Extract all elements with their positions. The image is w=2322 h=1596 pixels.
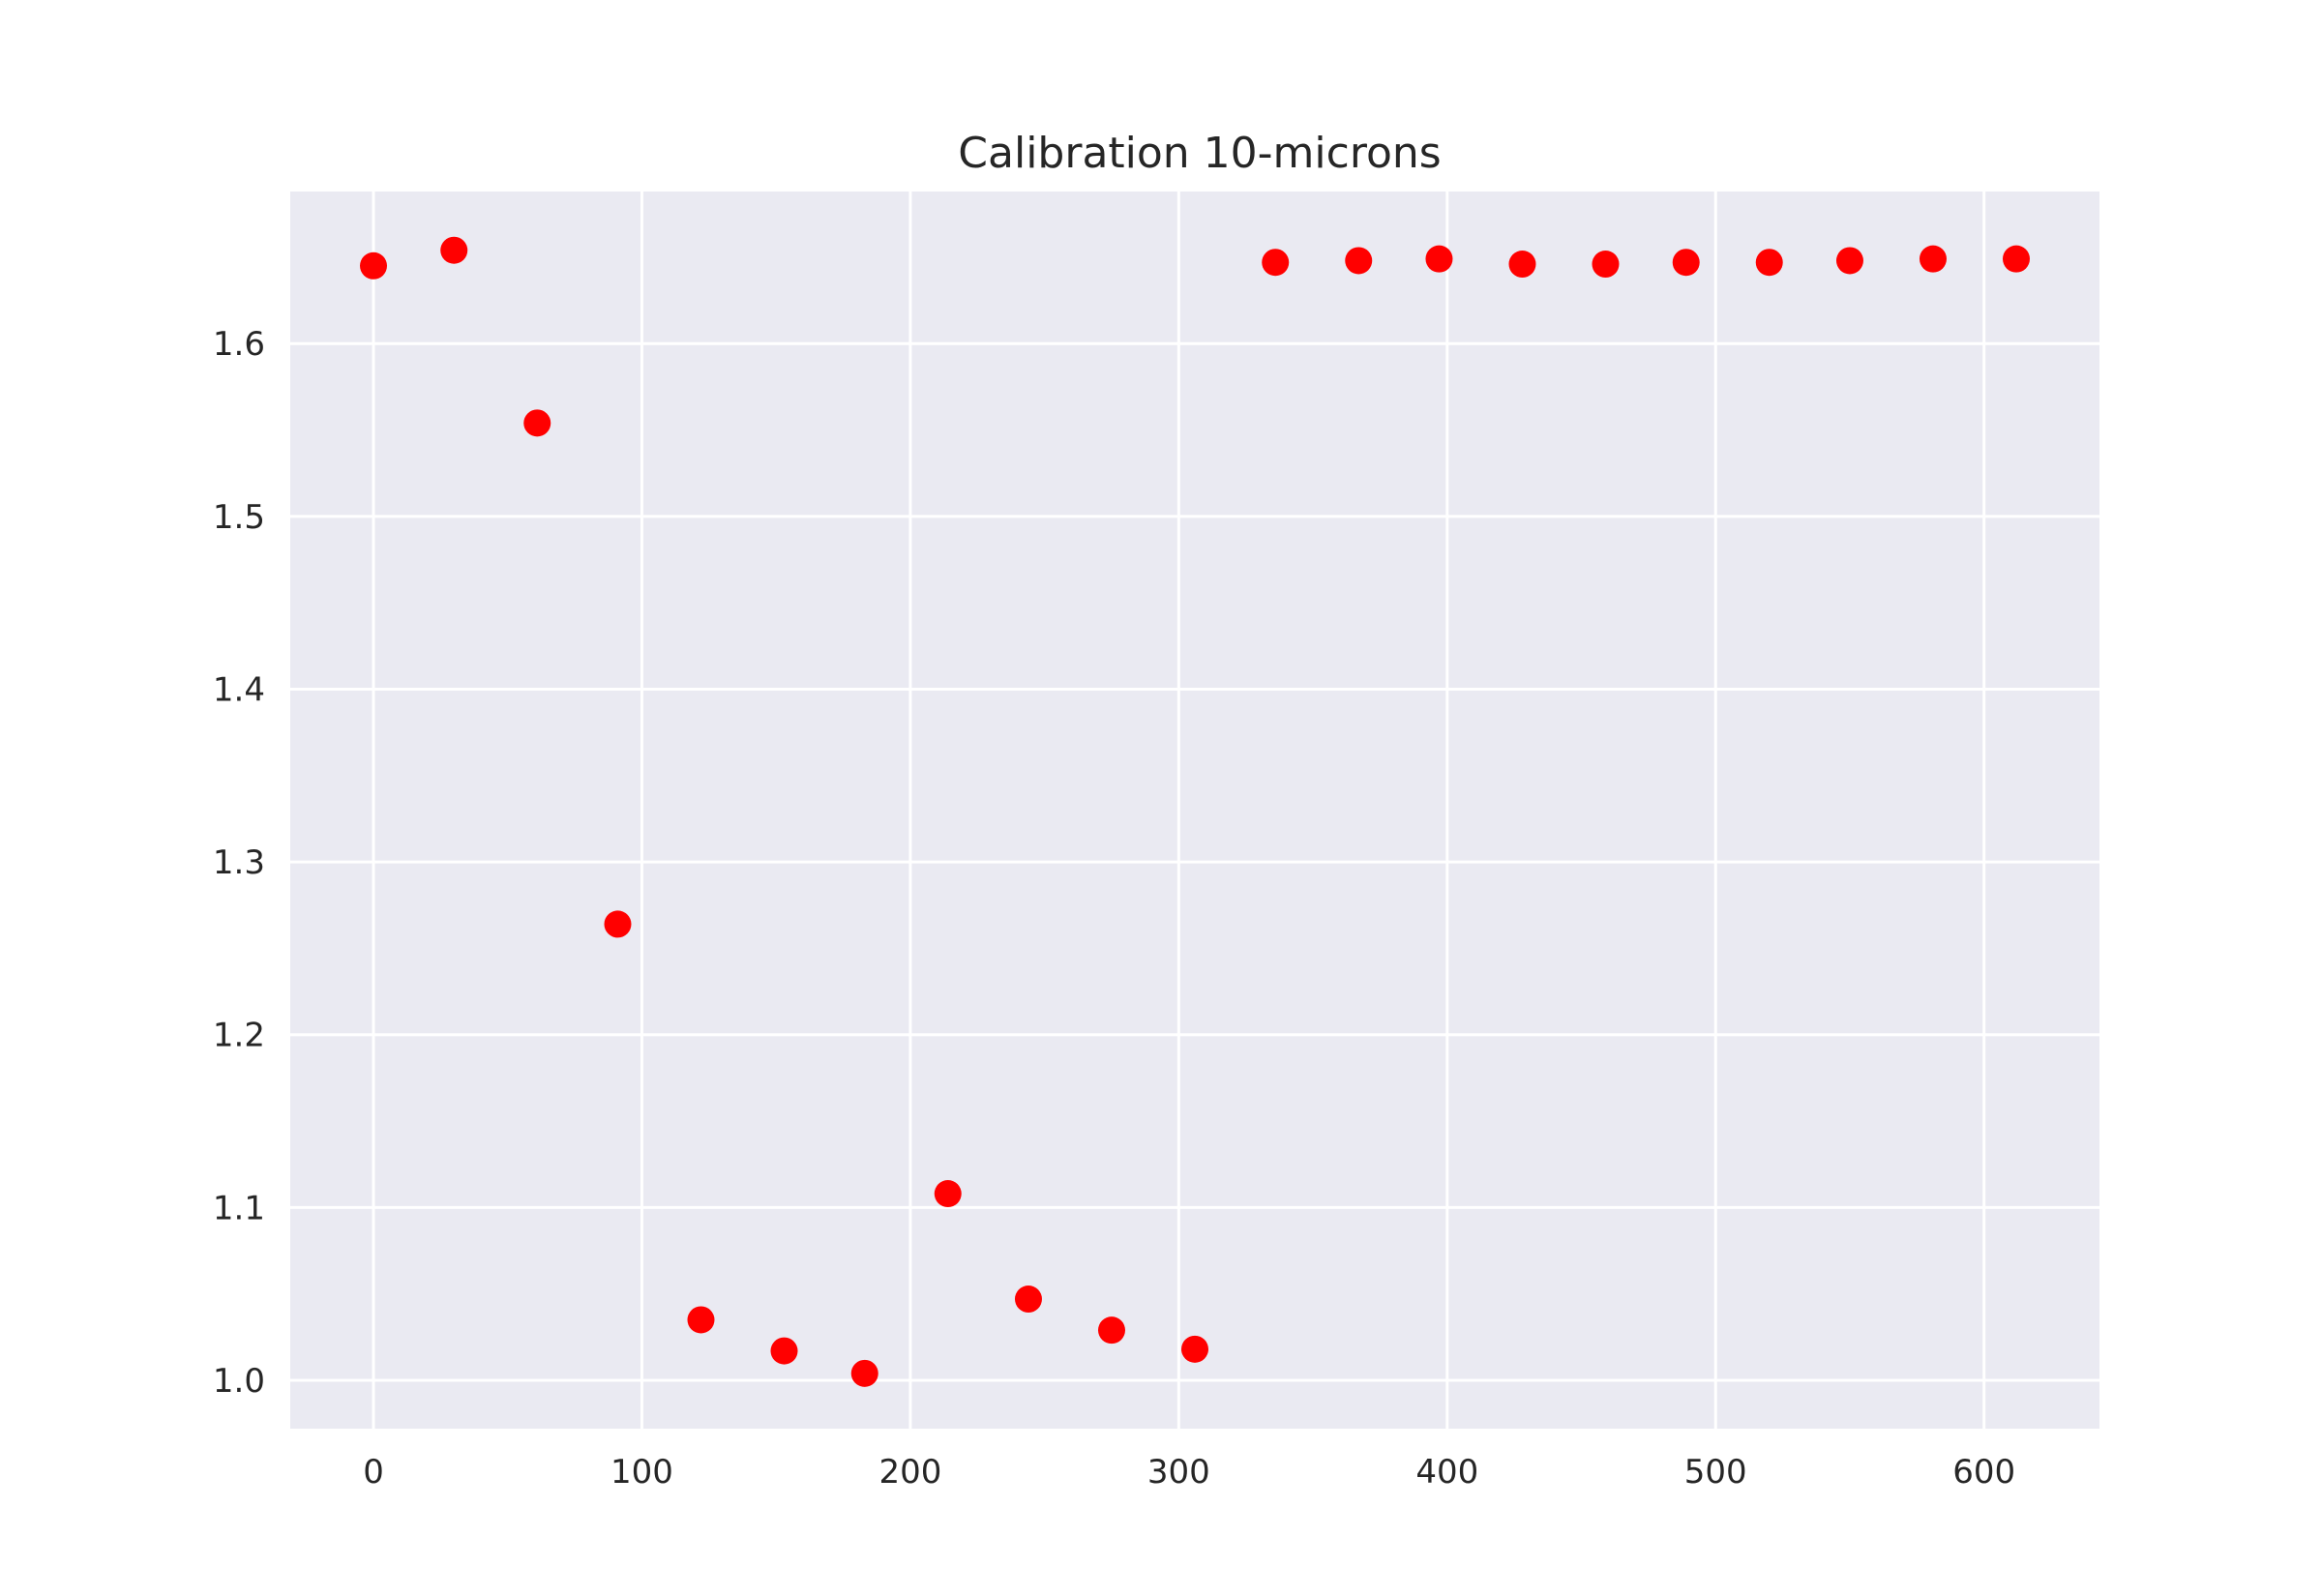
y-tick-label: 1.3 [213,843,265,882]
data-point [604,910,632,938]
data-point [1181,1335,1208,1363]
y-tick-label: 1.2 [213,1017,265,1055]
data-point [687,1306,715,1334]
data-point [1755,249,1783,277]
data-point [440,236,468,264]
data-point [1672,249,1700,277]
x-tick-label: 500 [1684,1453,1747,1492]
grid-lines [290,192,2099,1429]
chart-title: Calibration 10-microns [958,129,1441,178]
data-points [360,236,2030,1387]
x-axis: 0 100 200 300 400 500 600 [363,1453,2015,1492]
x-tick-label: 300 [1147,1453,1210,1492]
x-tick-label: 0 [363,1453,384,1492]
data-point [1097,1316,1125,1345]
y-axis: 1.0 1.1 1.2 1.3 1.4 1.5 1.6 [213,325,265,1401]
x-tick-label: 100 [610,1453,673,1492]
x-tick-label: 600 [1952,1453,2015,1492]
y-tick-label: 1.1 [213,1189,265,1227]
y-tick-label: 1.4 [213,670,265,709]
y-tick-label: 1.5 [213,498,265,537]
x-tick-label: 200 [878,1453,941,1492]
y-tick-label: 1.0 [213,1362,265,1401]
plot-area [290,192,2099,1429]
data-point [1014,1286,1042,1314]
data-point [1508,251,1536,279]
data-point [934,1180,962,1208]
data-point [1345,247,1373,275]
data-point [523,409,551,437]
data-point [850,1359,878,1387]
y-tick-label: 1.6 [213,325,265,364]
data-point [360,251,388,280]
data-point [2002,245,2030,273]
x-tick-label: 400 [1415,1453,1478,1492]
data-point [1592,251,1620,279]
data-point [1425,245,1453,273]
data-point [1835,247,1863,275]
data-point [1919,245,1947,273]
data-point [770,1337,798,1365]
data-point [1262,249,1290,277]
